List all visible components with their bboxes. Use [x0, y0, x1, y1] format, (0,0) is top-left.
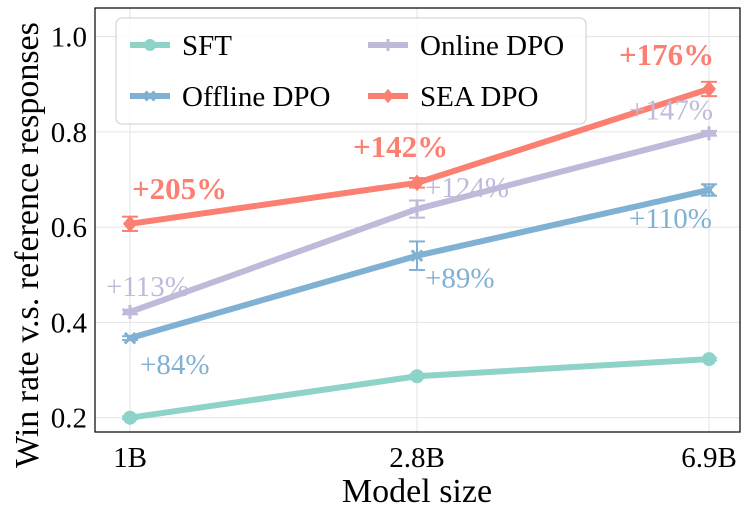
y-tick-label: 0.6	[51, 212, 87, 244]
series-annotation: +147%	[629, 94, 713, 126]
y-axis-label: Win rate v.s. reference responses	[9, 22, 46, 468]
tick-labels: 0.2 0.4 0.6 0.8 1.0 1B 2.8B 6.9B	[51, 22, 737, 474]
legend-label: SFT	[182, 30, 232, 62]
data-point-x	[144, 90, 156, 102]
data-point-circle	[144, 39, 156, 51]
data-point-x	[702, 183, 716, 197]
data-point-x	[123, 331, 137, 345]
y-tick-label: 0.2	[51, 403, 87, 435]
legend: SFT Offline DPO Online DPO SEA DPO	[115, 17, 587, 125]
series-layer	[122, 80, 717, 425]
plot-frame	[94, 7, 741, 433]
series-annotation: +84%	[140, 349, 210, 381]
series-annotation: +110%	[629, 203, 712, 235]
annotation-layer: +84% +89% +110% +113% +124% +147% +205% +142% +1…	[106, 37, 714, 381]
series-annotation: +176%	[619, 37, 714, 72]
legend-label: Offline DPO	[182, 81, 330, 113]
legend-label: SEA DPO	[420, 81, 538, 113]
data-point-diamond	[410, 174, 424, 192]
series-annotation: +205%	[132, 171, 227, 206]
data-point-circle	[702, 352, 716, 367]
legend-label: Online DPO	[420, 30, 564, 62]
x-tick-label: 2.8B	[389, 442, 445, 474]
data-point-diamond	[702, 80, 716, 98]
series-annotation: +142%	[353, 129, 448, 164]
x-tick-label: 1B	[113, 442, 147, 474]
data-point-diamond	[382, 88, 394, 104]
y-tick-label: 0.4	[51, 307, 88, 339]
data-point-circle	[410, 369, 424, 384]
x-axis-label: Model size	[342, 473, 492, 510]
data-point-circle	[123, 410, 137, 425]
x-tick-label: 6.9B	[681, 442, 737, 474]
y-tick-label: 1.0	[51, 22, 87, 54]
series-annotation: +89%	[425, 263, 495, 295]
data-point-diamond	[123, 215, 137, 233]
data-point-x	[410, 249, 424, 263]
legend-box	[115, 17, 587, 125]
series-annotation: +113%	[106, 271, 189, 303]
series-annotation: +124%	[425, 172, 509, 204]
y-tick-label: 0.8	[51, 117, 87, 149]
